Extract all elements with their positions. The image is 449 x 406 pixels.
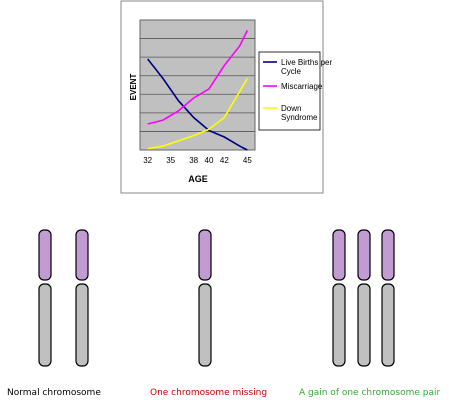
legend: Live Births per Cycle Miscarriage Down Syndr… — [263, 58, 332, 122]
chromosome-short-arm — [75, 229, 89, 281]
x-tick-label: 38 — [189, 156, 198, 165]
chromosome-short-arm — [332, 229, 346, 281]
x-tick-label: 40 — [205, 156, 214, 165]
x-tick-label: 32 — [143, 156, 152, 165]
x-tick-label: 42 — [220, 156, 229, 165]
x-tick-label: 45 — [243, 156, 252, 165]
caption-gain: A gain of one chromosome pair — [299, 388, 440, 398]
x-tick-labels: 32 35 38 40 42 45 — [143, 156, 252, 165]
legend-entry: Down Syndrome — [281, 104, 318, 122]
chromosome-long-arm — [357, 283, 371, 367]
gridlines — [140, 38, 255, 132]
chromosome-short-arm — [357, 229, 371, 281]
chromosome-short-arm — [198, 229, 212, 281]
series-line-1 — [147, 30, 249, 125]
series-lines — [147, 30, 249, 151]
chromosome-long-arm — [75, 283, 89, 367]
chromosome-long-arm — [381, 283, 395, 367]
x-axis-label: AGE — [188, 174, 208, 184]
legend-entry: Live Births per Cycle — [281, 58, 332, 76]
plot-area — [139, 19, 256, 151]
chromosome-long-arm — [332, 283, 346, 367]
chromosome-illustration — [38, 229, 395, 367]
chromosome-short-arm — [38, 229, 52, 281]
series-line-0 — [147, 58, 248, 151]
caption-normal: Normal chromosome — [7, 388, 101, 398]
caption-missing: One chromosome missing — [150, 388, 267, 398]
legend-entry: Miscarriage — [281, 82, 323, 91]
x-tick-label: 35 — [166, 156, 175, 165]
y-axis-label: EVENT — [129, 74, 138, 101]
chromosome-long-arm — [198, 283, 212, 367]
chromosome-long-arm — [38, 283, 52, 367]
series-line-2 — [147, 78, 249, 150]
chromosome-short-arm — [381, 229, 395, 281]
legend-box — [258, 51, 321, 131]
